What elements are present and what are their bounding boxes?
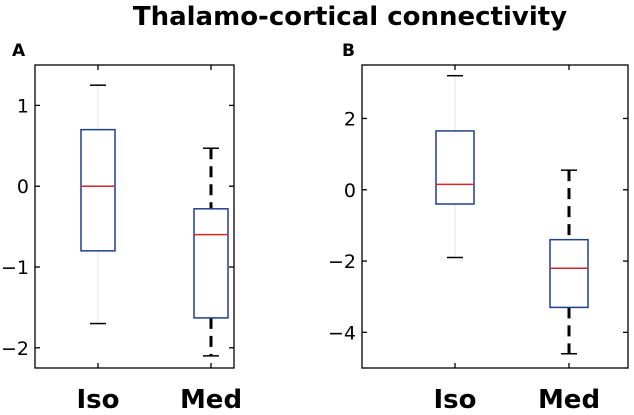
y-tick-label: 0: [344, 180, 356, 202]
box-iqr-iso: [80, 128, 116, 252]
x-category-label-iso: Iso: [433, 385, 476, 415]
y-tick-label: −2: [1, 338, 29, 360]
y-tick-label: −1: [1, 257, 29, 279]
panel-label: A: [12, 41, 26, 61]
figure-title: Thalamo-cortical connectivity: [133, 2, 567, 32]
panel-b: B 2 0 −2 −4 Iso Med: [328, 41, 629, 415]
axes-frame: [361, 64, 629, 369]
x-category-label-med: Med: [180, 385, 242, 415]
y-tick-label: 0: [17, 176, 29, 198]
box-iqr-med: [549, 238, 589, 309]
x-category-label-iso: Iso: [76, 385, 119, 415]
y-tick-label: 2: [344, 108, 356, 130]
panels: A 1 0 −1 −2 Iso Med B 2 0 −2 −4 Iso Med: [1, 41, 629, 415]
y-tick-label: −4: [328, 322, 356, 344]
box-iqr-iso: [435, 130, 475, 205]
y-tick-label: 1: [17, 95, 29, 117]
panel-a: A 1 0 −1 −2 Iso Med: [1, 41, 242, 415]
y-tick-label: −2: [328, 251, 356, 273]
axes-frame: [34, 64, 235, 369]
panel-label: B: [342, 41, 355, 61]
x-category-label-med: Med: [538, 385, 600, 415]
box-iqr-med: [193, 208, 229, 319]
